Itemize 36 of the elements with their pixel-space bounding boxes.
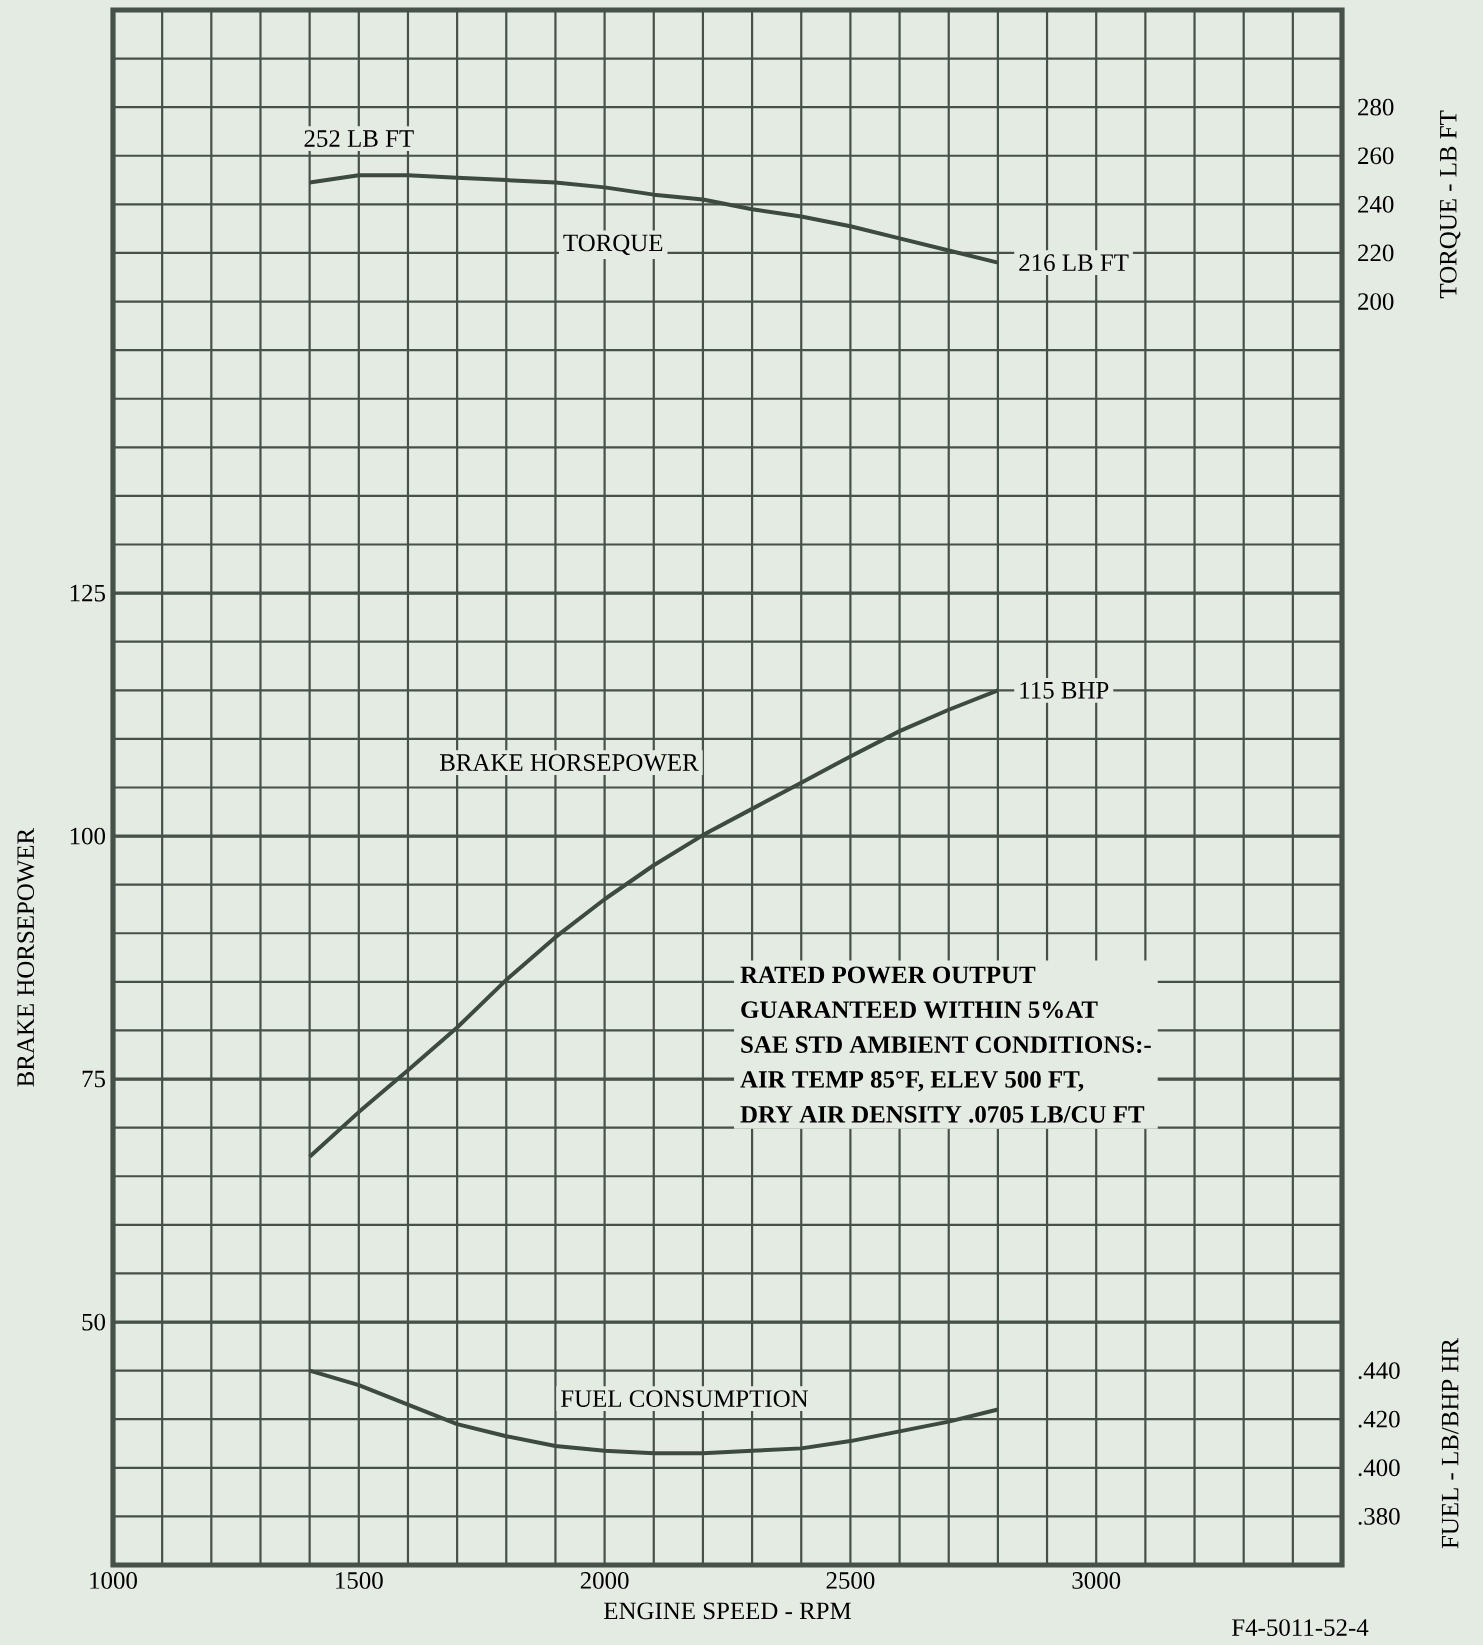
x-tick-label: 2000 <box>580 1572 629 1589</box>
annotation: 216 LB FT <box>1019 254 1129 272</box>
y3-tick-label: .420 <box>1358 1410 1400 1428</box>
series-label: TORQUE <box>563 234 663 256</box>
x-axis-title: ENGINE SPEED - RPM <box>604 1602 851 1620</box>
annotation: 115 BHP <box>1020 681 1109 699</box>
y-tick-label: 75 <box>82 1070 105 1088</box>
y-tick-label: 125 <box>70 584 105 602</box>
x-tick-label: 1500 <box>336 1572 383 1589</box>
x-tick-label: 2500 <box>826 1572 875 1589</box>
y-axis-title: BRAKE HORSEPOWER <box>17 827 35 1087</box>
text: F4-5011-52-4 <box>1232 1619 1369 1636</box>
x-tick-label: 1000 <box>90 1572 137 1589</box>
line-series <box>307 173 1000 265</box>
annotation: SAE STD AMBIENT CONDITIONS:- <box>741 1036 1151 1054</box>
y2-tick-label: 240 <box>1358 195 1394 213</box>
y2-tick-label: 200 <box>1358 293 1394 310</box>
x-tick-label: 3000 <box>1072 1572 1121 1589</box>
y-tick-label: 50 <box>82 1313 106 1331</box>
series-label: FUEL CONSUMPTION <box>561 1390 809 1407</box>
y3-axis-title: FUEL - LB/BHP HR <box>1441 1338 1459 1549</box>
annotation: 252 LB FT <box>304 130 414 147</box>
y3-tick-label: .400 <box>1358 1459 1400 1477</box>
y3-tick-label: .380 <box>1358 1507 1400 1525</box>
line-series <box>307 1368 1000 1456</box>
y2-tick-label: 260 <box>1358 147 1394 165</box>
text: BRAKE HORSEPOWER <box>439 754 699 772</box>
annotation: RATED POWER OUTPUT <box>740 966 1036 984</box>
y2-axis-title: TORQUE - LB FT <box>1439 110 1461 299</box>
annotation: AIR TEMP 85°F, ELEV 500 FT, <box>740 1071 1084 1092</box>
y2-tick-label: 220 <box>1358 244 1394 262</box>
annotation: GUARANTEED WITHIN 5%AT <box>741 1001 1098 1019</box>
annotation: DRY AIR DENSITY .0705 LB/CU FT <box>740 1105 1145 1123</box>
y3-tick-label: .440 <box>1358 1362 1400 1380</box>
y-tick-label: 100 <box>70 827 106 845</box>
y2-tick-label: 280 <box>1358 98 1394 116</box>
